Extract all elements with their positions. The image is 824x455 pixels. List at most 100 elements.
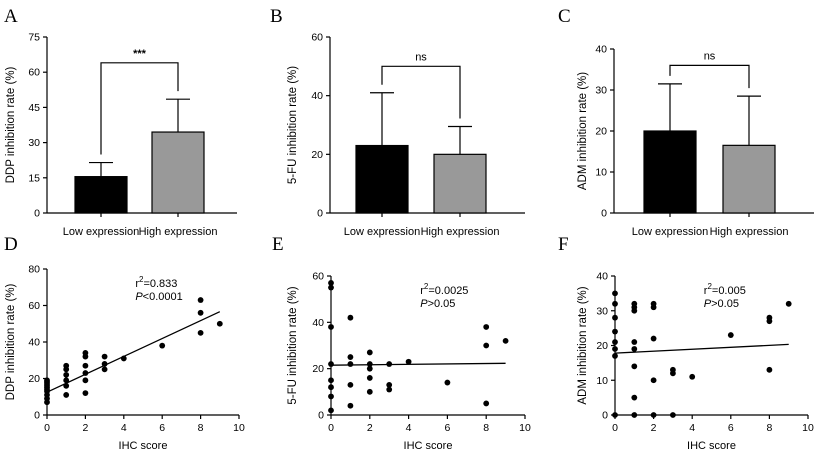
bar [74,176,128,214]
significance-label: ns [704,50,716,62]
data-point [612,314,618,321]
y-axis-title: ADM inhibition rate (%) [577,72,589,190]
data-point [101,353,108,360]
data-point [612,353,618,359]
data-point [766,366,773,373]
panel-label-a: A [4,6,18,27]
x-tick-label: 10 [802,422,814,434]
data-point [612,290,618,297]
panel-label-e: E [272,234,284,255]
bar [355,144,409,214]
data-point [366,388,373,395]
y-tick-label: 30 [28,137,40,149]
x-tick-label: 2 [82,422,88,434]
r-symbol: r [420,285,424,297]
y-tick-label: 0 [601,208,607,220]
x-tick-label: 4 [689,422,695,434]
y-tick-label: 60 [28,67,40,79]
data-point [101,366,108,373]
data-point [366,361,373,367]
data-point [328,384,334,391]
y-tick-label: 20 [311,149,323,161]
x-tick-label: Low expression [632,226,708,238]
data-point [347,361,354,367]
p-value-annotation: P<0.0001 [135,291,182,303]
data-point [82,350,89,356]
regression-line [330,362,506,366]
data-point [631,346,638,352]
panel-label-c: C [558,6,571,27]
y-tick-label: 60 [311,32,323,44]
data-point [328,280,334,286]
data-point [366,349,373,356]
data-point [328,284,334,291]
x-tick-label: Low expression [344,226,420,238]
x-tick-label: High expression [710,226,789,238]
p-symbol: P [420,298,428,310]
x-tick-label: 8 [483,422,489,434]
data-point [766,314,773,321]
x-axis-title: IHC score [404,440,453,452]
y-tick-label: 0 [318,410,324,422]
significance-bracket [100,62,179,155]
data-point [366,375,373,381]
x-tick-label: 8 [766,422,772,434]
r-squared-value: =0.005 [712,285,746,297]
y-axis-title: DDP inhibition rate (%) [5,283,17,400]
x-tick-label: 4 [406,422,412,434]
x-tick-label: 10 [519,422,531,434]
p-symbol: P [704,298,712,310]
y-tick-label: 20 [596,340,608,352]
y-tick-label: 0 [317,208,323,220]
significance-label: *** [133,48,147,60]
data-point [347,381,354,388]
data-point [82,390,89,396]
data-point [483,400,490,407]
data-point [63,371,70,378]
data-point [328,377,334,384]
y-tick-label: 20 [28,373,40,385]
bar [151,131,205,214]
data-point [386,386,393,393]
p-value: >0.05 [428,298,456,310]
x-tick-label: High expression [139,226,218,238]
data-point [650,300,657,307]
superscript-2: 2 [707,282,712,291]
p-value: <0.0001 [143,291,183,303]
y-tick-label: 0 [34,208,40,220]
data-point [63,377,70,384]
p-value: >0.05 [711,298,739,310]
y-tick-label: 40 [595,44,607,56]
data-point [366,365,373,372]
x-tick-label: 8 [198,422,204,434]
x-tick-label: Low expression [63,226,139,238]
data-point [44,377,50,384]
y-tick-label: 10 [595,167,607,179]
y-tick-label: 30 [595,85,607,97]
y-tick-label: 20 [312,363,324,375]
data-point [502,337,509,344]
superscript-2: 2 [424,282,429,291]
y-tick-label: 40 [312,317,324,329]
data-point [612,339,618,345]
data-point [612,300,618,307]
y-tick-label: 45 [28,102,40,114]
x-tick-label: 4 [121,422,127,434]
data-point [347,402,354,409]
r-squared-annotation: r2=0.005 [704,282,746,297]
y-tick-label: 60 [28,300,40,312]
y-tick-label: 30 [596,305,608,317]
data-point [159,342,166,349]
data-point [197,309,204,316]
x-tick-label: 6 [444,422,450,434]
data-point [347,314,354,321]
significance-bracket [381,65,461,119]
x-tick-label: 6 [728,422,734,434]
y-tick-label: 40 [28,337,40,349]
p-symbol: P [135,291,143,303]
data-point [650,335,657,342]
panel-label-d: D [4,234,18,255]
data-point [328,324,334,330]
regression-line [46,311,221,393]
